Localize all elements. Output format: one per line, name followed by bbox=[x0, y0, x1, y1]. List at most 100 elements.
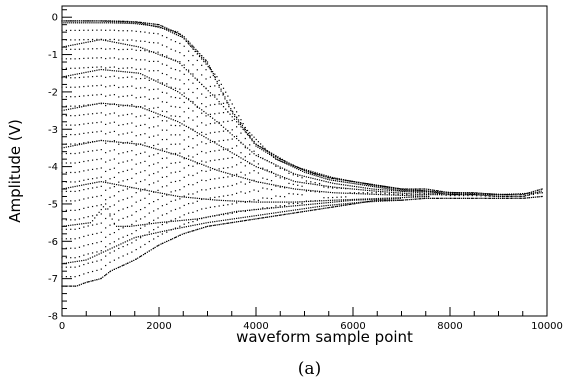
envelope-upper-point bbox=[300, 169, 302, 172]
trace-point bbox=[155, 232, 157, 234]
waveform-point bbox=[257, 172, 260, 174]
trace-point bbox=[454, 194, 456, 196]
waveform-point bbox=[65, 96, 67, 98]
trace-point bbox=[105, 102, 107, 105]
envelope-lower-point bbox=[294, 212, 296, 214]
waveform-point bbox=[476, 195, 478, 197]
waveform-point bbox=[113, 213, 115, 215]
trace-point bbox=[83, 72, 85, 74]
trace-point bbox=[264, 159, 266, 161]
trace-point bbox=[211, 221, 214, 223]
trace-point bbox=[179, 122, 181, 124]
trace-point bbox=[371, 198, 373, 200]
envelope-upper-point bbox=[243, 129, 245, 131]
trace-point bbox=[111, 218, 113, 220]
trace-point bbox=[170, 194, 172, 196]
trace-point bbox=[192, 197, 194, 199]
waveform-point bbox=[196, 59, 198, 62]
waveform-point bbox=[537, 196, 539, 198]
envelope-upper-point bbox=[334, 178, 337, 180]
waveform-point bbox=[74, 219, 76, 221]
trace-point bbox=[366, 189, 369, 192]
waveform-point bbox=[284, 213, 286, 216]
trace-point bbox=[253, 215, 255, 217]
waveform-point bbox=[222, 167, 225, 169]
waveform-point bbox=[174, 115, 177, 117]
envelope-upper-point bbox=[125, 22, 127, 24]
envelope-upper-point bbox=[253, 142, 255, 144]
trace-point bbox=[63, 20, 65, 22]
trace-point bbox=[65, 187, 67, 189]
trace-point bbox=[236, 154, 238, 156]
waveform-point bbox=[157, 235, 159, 238]
waveform-point bbox=[174, 78, 177, 80]
envelope-upper-point bbox=[383, 185, 385, 187]
trace-point bbox=[273, 156, 275, 158]
envelope-upper-point bbox=[373, 186, 375, 188]
trace-point bbox=[366, 201, 369, 203]
waveform-point bbox=[249, 191, 251, 193]
waveform-point bbox=[249, 200, 251, 202]
envelope-upper-point bbox=[113, 22, 115, 24]
trace-point bbox=[87, 183, 89, 185]
waveform-point bbox=[236, 202, 238, 204]
trace-point bbox=[159, 231, 161, 233]
trace-point bbox=[126, 105, 129, 107]
trace-point bbox=[273, 212, 275, 214]
waveform-point bbox=[449, 197, 452, 199]
waveform-point bbox=[105, 76, 107, 78]
envelope-upper-point bbox=[468, 194, 470, 196]
trace-point bbox=[469, 194, 471, 196]
waveform-point bbox=[153, 210, 155, 212]
trace-point bbox=[288, 163, 290, 165]
figure-caption: (a) bbox=[298, 359, 321, 379]
waveform-point bbox=[157, 245, 159, 247]
trace-point bbox=[190, 128, 192, 130]
waveform-point bbox=[83, 67, 85, 69]
envelope-upper-point bbox=[437, 192, 439, 194]
trace-point bbox=[222, 87, 225, 89]
trace-point bbox=[345, 184, 347, 186]
trace-point bbox=[358, 193, 360, 195]
waveform-point bbox=[218, 149, 220, 151]
trace-point bbox=[146, 145, 148, 147]
envelope-upper-point bbox=[538, 191, 540, 193]
waveform-point bbox=[179, 216, 181, 218]
waveform-point bbox=[218, 140, 220, 142]
trace-point bbox=[205, 137, 207, 139]
envelope-lower-point bbox=[523, 197, 525, 199]
waveform-point bbox=[105, 152, 107, 154]
trace-point bbox=[207, 216, 209, 218]
envelope-upper-point bbox=[104, 22, 106, 24]
trace-point bbox=[260, 143, 262, 145]
trace-point bbox=[406, 188, 408, 191]
trace-point bbox=[177, 195, 179, 197]
trace-point bbox=[135, 224, 137, 227]
waveform-point bbox=[100, 185, 102, 187]
trace-point bbox=[390, 191, 393, 193]
trace-point bbox=[144, 223, 146, 226]
waveform-point bbox=[231, 147, 233, 149]
trace-point bbox=[262, 168, 264, 170]
trace-point bbox=[288, 210, 290, 212]
waveform-point bbox=[449, 194, 452, 197]
waveform-point bbox=[384, 192, 386, 194]
envelope-lower-point bbox=[472, 197, 474, 199]
waveform-point bbox=[227, 204, 229, 206]
waveform-point bbox=[139, 152, 142, 155]
trace-point bbox=[177, 31, 179, 33]
trace-point bbox=[360, 189, 362, 191]
trace-point bbox=[332, 182, 334, 184]
trace-point bbox=[436, 194, 438, 196]
trace-point bbox=[353, 192, 356, 195]
waveform-point bbox=[109, 29, 111, 31]
trace-point bbox=[397, 197, 399, 200]
trace-point bbox=[327, 199, 329, 202]
waveform-point bbox=[113, 38, 115, 41]
waveform-point bbox=[109, 252, 111, 254]
trace-point bbox=[133, 21, 135, 24]
trace-point bbox=[179, 227, 181, 229]
trace-point bbox=[207, 221, 209, 224]
trace-point bbox=[382, 198, 384, 200]
trace-point bbox=[362, 193, 364, 195]
